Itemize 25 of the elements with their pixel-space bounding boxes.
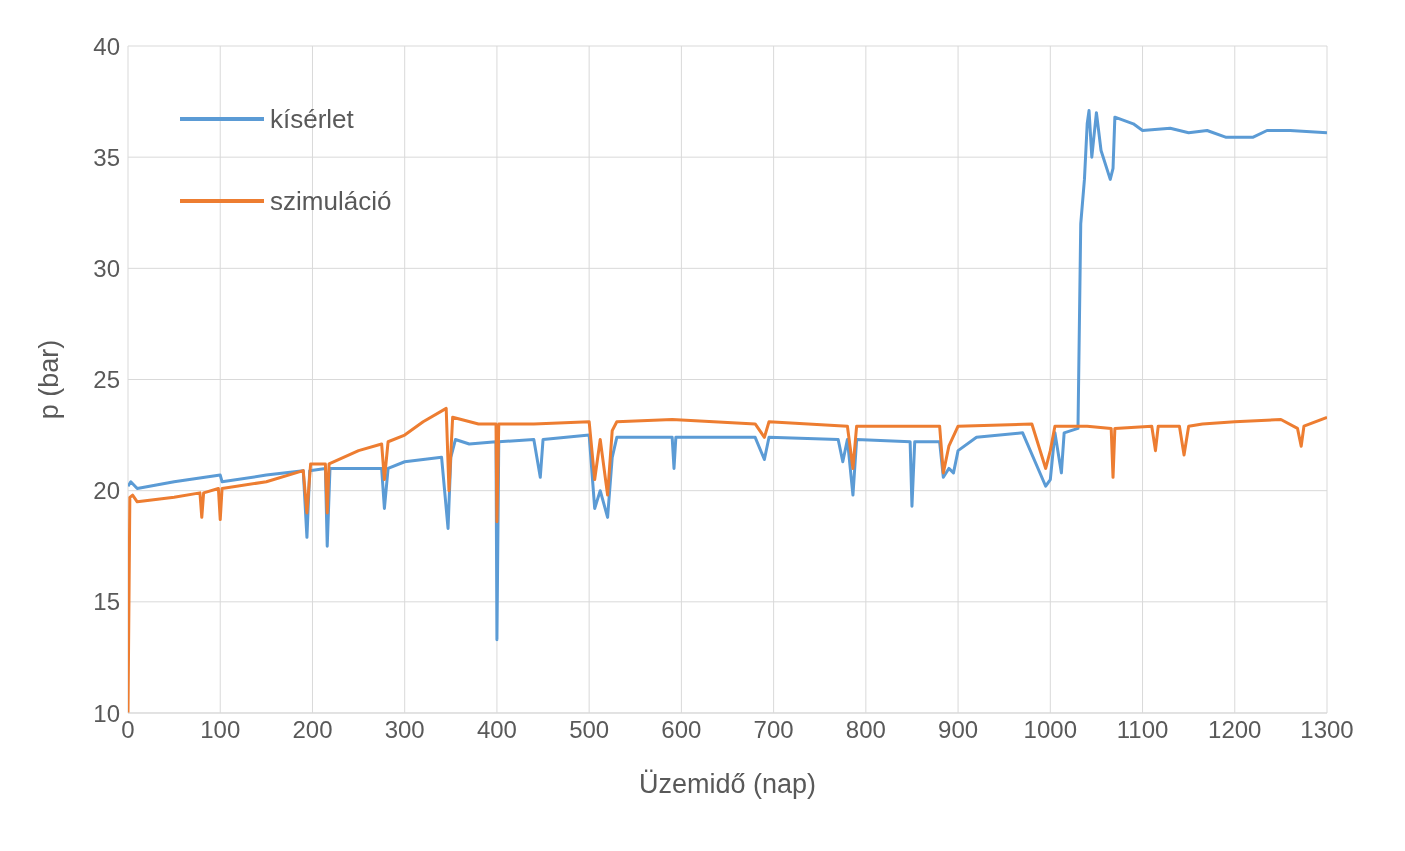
y-tick-label: 15 [93, 588, 120, 616]
y-tick-label: 25 [93, 366, 120, 394]
x-tick-label: 100 [200, 716, 241, 744]
legend-label: kísérlet [270, 103, 354, 135]
x-tick-label: 900 [938, 716, 979, 744]
y-tick-label: 20 [93, 477, 120, 505]
y-tick-label: 35 [93, 143, 120, 171]
x-tick-label: 1100 [1116, 716, 1169, 744]
x-tick-label: 800 [845, 716, 886, 744]
x-tick-label: 0 [121, 716, 135, 744]
y-axis-title: p (bar) [33, 339, 64, 420]
x-tick-label: 500 [569, 716, 610, 744]
x-axis-title: Üzemidő (nap) [638, 769, 817, 799]
legend-label: szimuláció [270, 185, 392, 217]
y-tick-label: 30 [93, 254, 120, 282]
x-tick-label: 1300 [1300, 716, 1354, 744]
x-tick-label: 600 [661, 716, 702, 744]
x-tick-label: 200 [292, 716, 333, 744]
x-tick-label: 700 [753, 716, 794, 744]
x-tick-label: 300 [384, 716, 425, 744]
y-tick-label: 10 [93, 699, 120, 727]
y-tick-label: 40 [93, 32, 120, 60]
x-tick-label: 400 [476, 716, 517, 744]
x-tick-label: 1200 [1208, 716, 1262, 744]
x-tick-label: 1000 [1023, 716, 1077, 744]
